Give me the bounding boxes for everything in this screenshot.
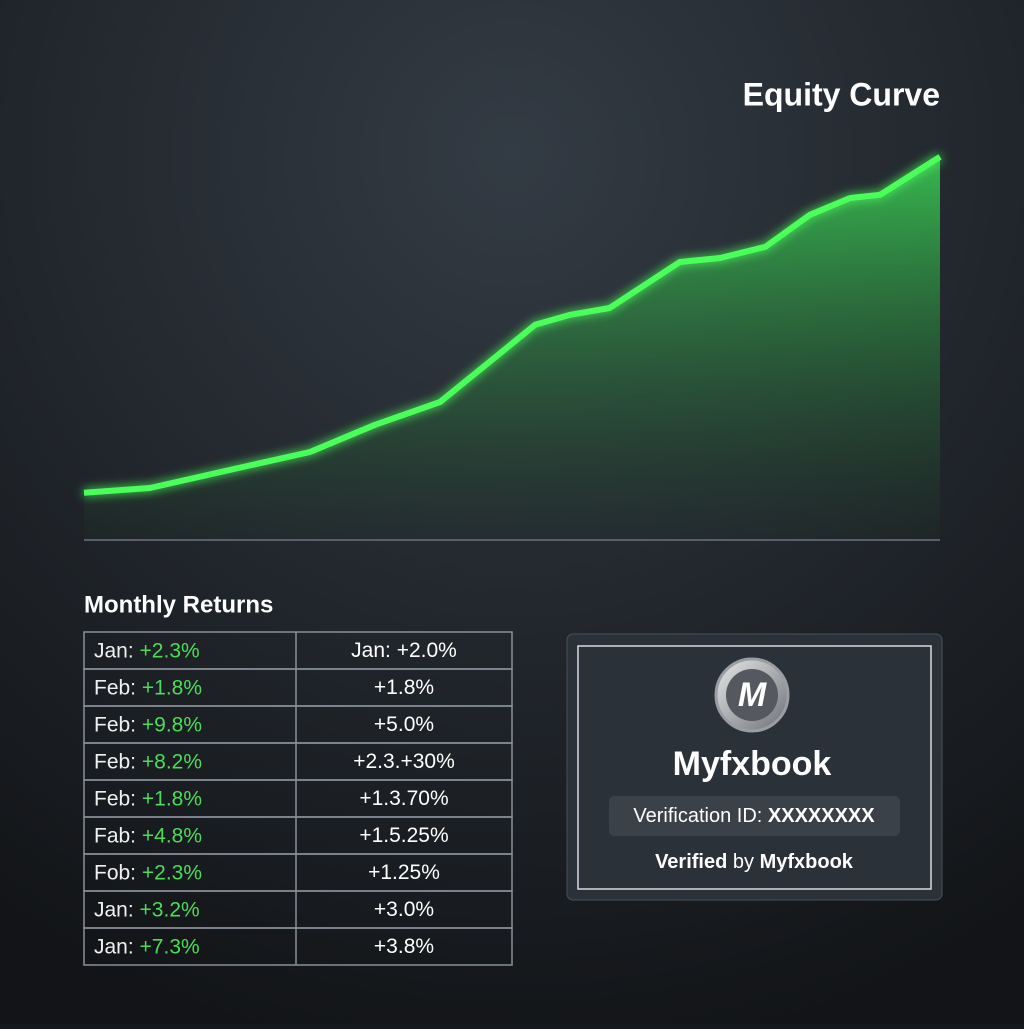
logo-letter: M [738, 676, 767, 714]
returns-table: Jan: +2.3% Jan: +2.0%Feb: +1.8% +1.8%Feb: … [83, 631, 513, 966]
brand: Myfxbook [673, 745, 832, 783]
other-return: +3.0% [374, 898, 434, 921]
month: Fob: [94, 861, 136, 884]
month-return: +4.8% [142, 824, 202, 847]
other-return: +1.3.70% [359, 787, 448, 810]
badge-frame [577, 645, 932, 890]
chart-title: Equity Curve [743, 76, 940, 112]
area [84, 156, 940, 541]
month-cell: Jan: +2.3% [94, 639, 200, 662]
table-title: Monthly Returns [84, 591, 273, 618]
verification-pill [609, 796, 900, 836]
month-return: +1.8% [142, 676, 202, 699]
other-return: Jan: +2.0% [351, 639, 457, 662]
month-return: +2.3% [140, 639, 200, 662]
other-return: +1.8% [374, 676, 434, 699]
other-return: +5.0% [374, 713, 434, 736]
month: Jan: [94, 639, 134, 662]
month-cell: Feb: +8.2% [94, 750, 202, 773]
verification-label: Verification ID: [633, 805, 762, 827]
month: Fab: [94, 824, 136, 847]
month-return: +7.3% [140, 935, 200, 958]
line [83, 154, 942, 496]
month-cell: Feb: +1.8% [94, 787, 202, 810]
month: Feb: [94, 750, 136, 773]
month-return: +1.8% [142, 787, 202, 810]
month-cell: Feb: +1.8% [94, 676, 202, 699]
month-cell: Fab: +4.8% [94, 824, 202, 847]
other-return: +3.8% [374, 935, 434, 958]
month: Feb: [94, 676, 136, 699]
verified-brand: Myfxbook [760, 851, 854, 873]
by: by [733, 851, 754, 873]
month-cell: Fob: +2.3% [94, 861, 202, 884]
verification-id: XXXXXXXX [768, 805, 875, 827]
month-cell: Feb: +9.8% [94, 713, 202, 736]
month-cell: Jan: +3.2% [94, 898, 200, 921]
verified: Verified [655, 851, 727, 873]
month: Jan: [94, 935, 134, 958]
other-return: +1.5.25% [359, 824, 448, 847]
month-return: +2.3% [142, 861, 202, 884]
month: Feb: [94, 713, 136, 736]
other-return: +1.25% [368, 861, 440, 884]
month-return: +8.2% [142, 750, 202, 773]
verified-line: Verified by Myfxbook [655, 851, 854, 873]
logo-inner [726, 669, 778, 721]
verification: Verification ID: XXXXXXXX [633, 805, 875, 827]
month-cell: Jan: +7.3% [94, 935, 200, 958]
table-row [83, 927, 513, 966]
month: Jan: [94, 898, 134, 921]
month-return: +9.8% [142, 713, 202, 736]
month: Feb: [94, 787, 136, 810]
other-return: +2.3.+30% [353, 750, 455, 773]
month-return: +3.2% [140, 898, 200, 921]
